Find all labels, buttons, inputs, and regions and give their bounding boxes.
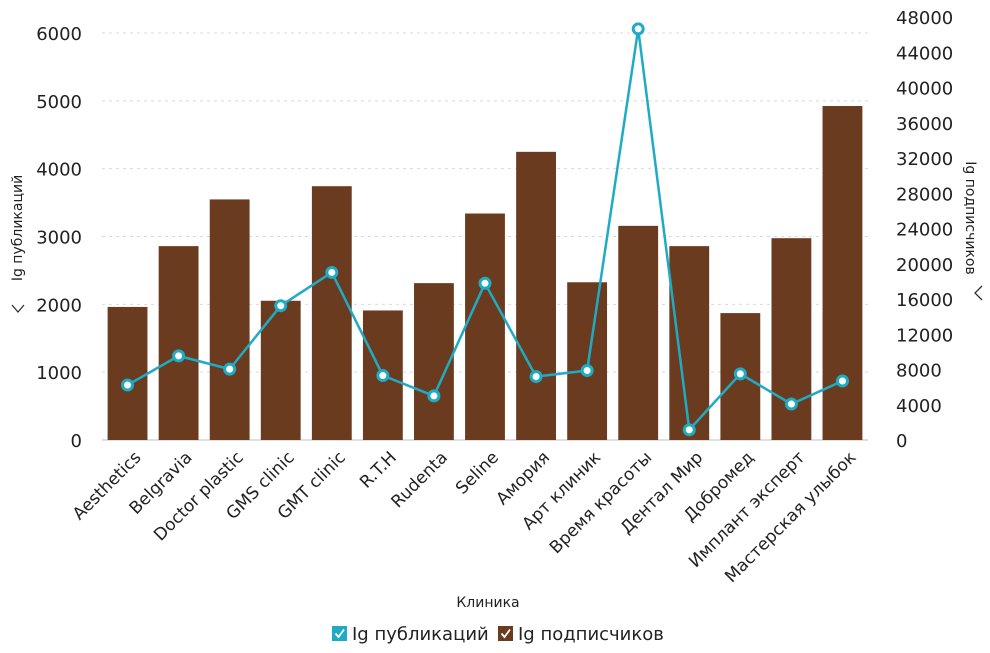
bar[interactable] [567, 282, 608, 440]
legend-label-bar: Ig подписчиков [518, 624, 664, 645]
line-point[interactable] [682, 423, 696, 437]
right-tick-label: 20000 [896, 255, 953, 276]
line-point[interactable] [325, 265, 339, 279]
left-tick-label: 2000 [36, 295, 82, 316]
line-point[interactable] [427, 389, 441, 403]
line-point[interactable] [376, 369, 390, 383]
legend-swatch-line [332, 626, 347, 641]
line-layer [121, 22, 849, 437]
right-axis-title: Ig подписчиков [962, 161, 978, 274]
category-label: Rudenta [388, 448, 452, 512]
bar[interactable] [414, 283, 454, 440]
line-point[interactable] [223, 362, 237, 376]
right-tick-label: 24000 [896, 220, 953, 241]
axis-layer: 0 1000 2000 3000 4000 5000 6000 0 4000 8000 12000 1… [36, 8, 953, 452]
line-point[interactable] [274, 299, 288, 313]
line-point[interactable] [529, 370, 543, 384]
legend: Ig публикаций Ig подписчиков [332, 624, 664, 645]
line-point[interactable] [835, 374, 849, 388]
x-axis-title: Клиника [456, 595, 519, 611]
left-axis-title: Ig публикаций [10, 175, 26, 281]
line-point[interactable] [121, 378, 135, 392]
left-tick-label: 0 [71, 431, 82, 452]
checkmark-icon [500, 628, 511, 639]
right-tick-label: 0 [896, 431, 907, 452]
left-tick-label: 6000 [36, 24, 82, 45]
category-label: R.T.H [356, 448, 401, 493]
category-label: Doctor plastic [150, 448, 247, 545]
left-tick-label: 4000 [36, 160, 82, 181]
left-tick-label: 1000 [36, 363, 82, 384]
line-point[interactable] [733, 367, 747, 381]
right-tick-label: 32000 [896, 149, 953, 170]
bar[interactable] [822, 106, 863, 440]
bar[interactable] [311, 186, 352, 440]
bar[interactable] [516, 151, 556, 441]
line-point[interactable] [631, 22, 645, 36]
bar[interactable] [465, 213, 505, 440]
right-tick-label: 16000 [896, 290, 953, 311]
right-tick-label: 28000 [896, 184, 953, 205]
legend-item-line[interactable]: Ig публикаций [332, 624, 489, 645]
bar[interactable] [669, 246, 710, 440]
right-axis-chevron-icon[interactable] [974, 285, 983, 301]
legend-item-bar[interactable]: Ig подписчиков [498, 624, 664, 645]
bar[interactable] [158, 246, 199, 440]
bar[interactable] [618, 225, 659, 440]
bars-layer [107, 106, 863, 441]
legend-swatch-bar [498, 626, 513, 641]
line-point[interactable] [172, 349, 186, 363]
right-tick-label: 12000 [896, 325, 953, 346]
bar[interactable] [107, 306, 148, 440]
left-tick-label: 3000 [36, 228, 82, 249]
right-tick-label: 40000 [896, 79, 953, 100]
right-tick-label: 44000 [896, 43, 953, 64]
right-tick-label: 8000 [896, 361, 942, 382]
left-axis-chevron-icon[interactable] [11, 304, 25, 313]
left-tick-label: 5000 [36, 92, 82, 113]
line-point[interactable] [580, 363, 594, 377]
line-point[interactable] [784, 397, 798, 411]
checkmark-icon [334, 628, 345, 639]
legend-label-line: Ig публикаций [352, 624, 489, 645]
line-point[interactable] [478, 276, 492, 290]
right-tick-label: 4000 [896, 396, 942, 417]
right-tick-label: 36000 [896, 114, 953, 135]
bar[interactable] [209, 199, 250, 440]
right-tick-label: 48000 [896, 8, 953, 29]
